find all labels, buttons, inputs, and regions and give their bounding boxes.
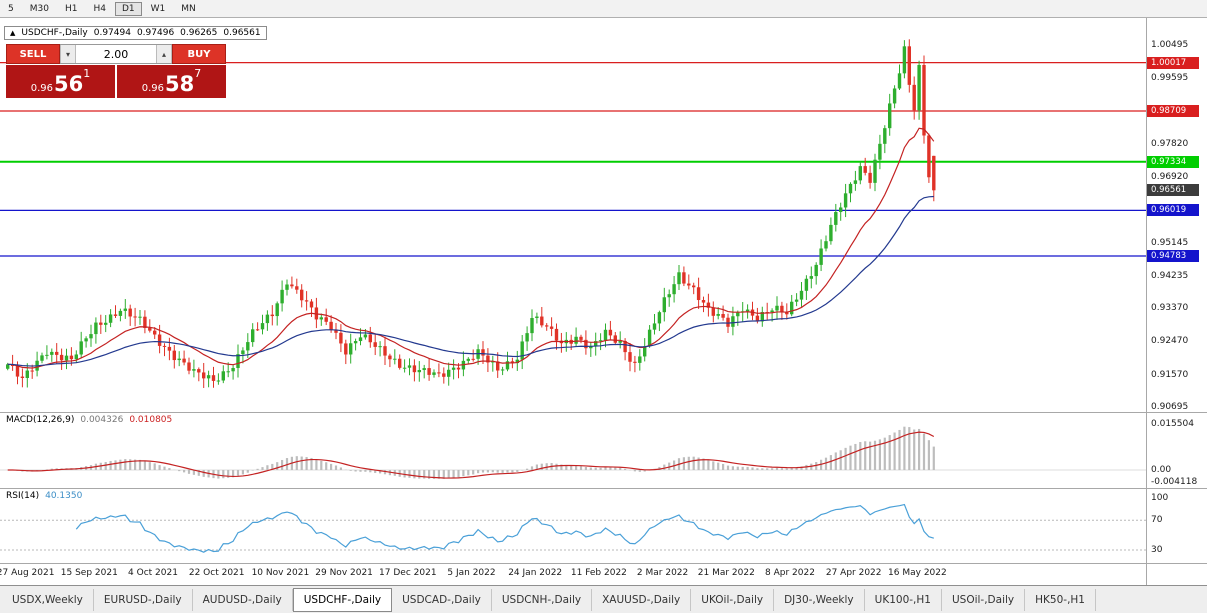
bid-base: 0.96	[30, 83, 54, 94]
tab-usoil-daily[interactable]: USOil-,Daily	[942, 588, 1026, 611]
date-tick: 15 Sep 2021	[60, 568, 118, 578]
volume-control: ▾ 2.00 ▴	[60, 44, 172, 64]
date-tick: 27 Apr 2022	[825, 568, 882, 578]
date-tick: 17 Dec 2021	[379, 568, 437, 578]
date-tick: 22 Oct 2021	[188, 568, 245, 578]
macd-value: 0.004326	[80, 415, 124, 425]
current-price-label: 0.96561	[1147, 184, 1199, 197]
rsi-axis-tick: 100	[1151, 493, 1169, 503]
tab-xauusd-daily[interactable]: XAUUSD-,Daily	[592, 588, 692, 611]
rsi-label: RSI(14)	[6, 491, 40, 501]
date-axis: 27 Aug 2021 15 Sep 2021 4 Oct 2021 22 Oct 2…	[0, 564, 1146, 585]
pane-separator[interactable]	[0, 488, 1207, 489]
axis-divider	[1146, 18, 1147, 585]
price-tick: 0.97820	[1151, 138, 1189, 149]
tab-hk50-h1[interactable]: HK50-,H1	[1025, 588, 1096, 611]
timeframe-button-5[interactable]: 5	[8, 3, 14, 14]
pane-separator	[0, 563, 1207, 564]
macd-axis-tick: -0.004118	[1151, 477, 1198, 488]
trade-panel: SELL ▾ 2.00 ▴ BUY 0.96 56 1 0.96 58 7	[6, 44, 226, 98]
ohlc-open: 0.97494	[93, 28, 131, 38]
timeframe-button-h4[interactable]: H4	[93, 3, 106, 14]
tab-ukoil-daily[interactable]: UKOil-,Daily	[691, 588, 775, 611]
bid-pip: 1	[83, 67, 91, 80]
level-price-label: 0.98709	[1147, 104, 1199, 117]
level-price-label: 0.94783	[1147, 249, 1199, 262]
chart-symbol-label: USDCHF-,Daily	[21, 28, 88, 38]
price-tick: 0.99595	[1151, 73, 1189, 84]
tab-usdx-weekly[interactable]: USDX,Weekly	[2, 588, 94, 611]
tab-audusd-daily[interactable]: AUDUSD-,Daily	[193, 588, 293, 611]
rsi-value: 40.1350	[45, 491, 83, 501]
macd-label: MACD(12,26,9)	[6, 415, 75, 425]
price-tick: 0.93370	[1151, 303, 1189, 314]
timeframe-bar: 5 M30 H1 H4 D1 W1 MN	[0, 0, 1207, 18]
symbol-tabbar: USDX,Weekly EURUSD-,Daily AUDUSD-,Daily USD…	[0, 585, 1207, 613]
date-tick: 5 Jan 2022	[447, 568, 496, 578]
date-tick: 24 Jan 2022	[508, 568, 563, 578]
volume-input[interactable]: 2.00	[103, 47, 129, 61]
tab-usdcnh-daily[interactable]: USDCNH-,Daily	[492, 588, 593, 611]
price-tick: 0.94235	[1151, 271, 1189, 282]
price-tick: 1.00495	[1151, 40, 1189, 50]
ohlc-low: 0.96265	[180, 28, 218, 38]
tab-usdchf-daily[interactable]: USDCHF-,Daily	[292, 587, 393, 612]
timeframe-button-d1[interactable]: D1	[114, 1, 142, 16]
tab-usdcad-daily[interactable]: USDCAD-,Daily	[392, 588, 492, 611]
price-tick: 0.90695	[1151, 402, 1189, 412]
rsi-axis-tick: 30	[1151, 545, 1163, 555]
tab-eurusd-daily[interactable]: EURUSD-,Daily	[94, 588, 193, 611]
level-price-label: 0.97334	[1147, 155, 1199, 168]
rsi-axis-tick: 70	[1151, 515, 1163, 526]
bid-main: 56	[54, 72, 84, 96]
macd-svg[interactable]	[0, 413, 1146, 488]
collapse-icon[interactable]: ▲	[10, 29, 16, 37]
sell-button[interactable]: SELL	[6, 44, 60, 64]
pane-separator[interactable]	[0, 412, 1207, 413]
macd-signal-value: 0.010805	[129, 415, 173, 425]
volume-decrease-button[interactable]: ▾	[60, 45, 76, 63]
timeframe-button-w1[interactable]: W1	[150, 3, 166, 14]
tab-dj30-weekly[interactable]: DJ30-,Weekly	[774, 588, 865, 611]
date-tick: 2 Mar 2022	[636, 568, 689, 578]
price-axis: 1.004950.995950.986950.978200.969200.960…	[1147, 18, 1207, 585]
timeframe-button-mn[interactable]: MN	[181, 3, 196, 14]
price-tick: 0.95145	[1151, 237, 1189, 248]
ask-base: 0.96	[141, 83, 165, 94]
timeframe-button-h1[interactable]: H1	[64, 3, 78, 14]
date-tick: 11 Feb 2022	[570, 568, 627, 578]
volume-increase-button[interactable]: ▴	[156, 45, 172, 63]
chart-ohlc-header: ▲ USDCHF-,Daily 0.97494 0.97496 0.96265 …	[4, 26, 267, 40]
rsi-svg[interactable]	[0, 489, 1146, 563]
level-price-label: 1.00017	[1147, 56, 1199, 69]
date-tick: 21 Mar 2022	[697, 568, 755, 578]
date-tick: 27 Aug 2021	[0, 568, 55, 578]
price-tick: 0.91570	[1151, 369, 1189, 380]
timeframe-button-m30[interactable]: M30	[29, 3, 49, 14]
ask-price[interactable]: 0.96 58 7	[117, 65, 226, 98]
tab-uk100-h1[interactable]: UK100-,H1	[865, 588, 942, 611]
price-chart-svg[interactable]	[0, 18, 1146, 412]
date-tick: 10 Nov 2021	[251, 568, 310, 578]
date-tick: 29 Nov 2021	[315, 568, 373, 578]
macd-header: MACD(12,26,9) 0.004326 0.010805	[4, 415, 175, 425]
date-tick: 16 May 2022	[888, 568, 947, 578]
price-tick: 0.92470	[1151, 336, 1189, 347]
macd-axis-tick: 0.015504	[1151, 418, 1194, 429]
ohlc-high: 0.97496	[136, 28, 175, 38]
bid-price[interactable]: 0.96 56 1	[6, 65, 115, 98]
ohlc-close: 0.96561	[223, 28, 261, 38]
macd-axis-tick: 0.00	[1151, 465, 1172, 475]
date-tick: 8 Apr 2022	[765, 568, 815, 578]
rsi-header: RSI(14) 40.1350	[4, 491, 85, 501]
level-price-label: 0.96019	[1147, 204, 1199, 217]
price-tick: 0.96920	[1151, 172, 1189, 183]
ask-pip: 7	[194, 67, 202, 80]
date-tick: 4 Oct 2021	[128, 568, 178, 578]
ask-main: 58	[165, 72, 195, 96]
buy-button[interactable]: BUY	[172, 44, 226, 64]
